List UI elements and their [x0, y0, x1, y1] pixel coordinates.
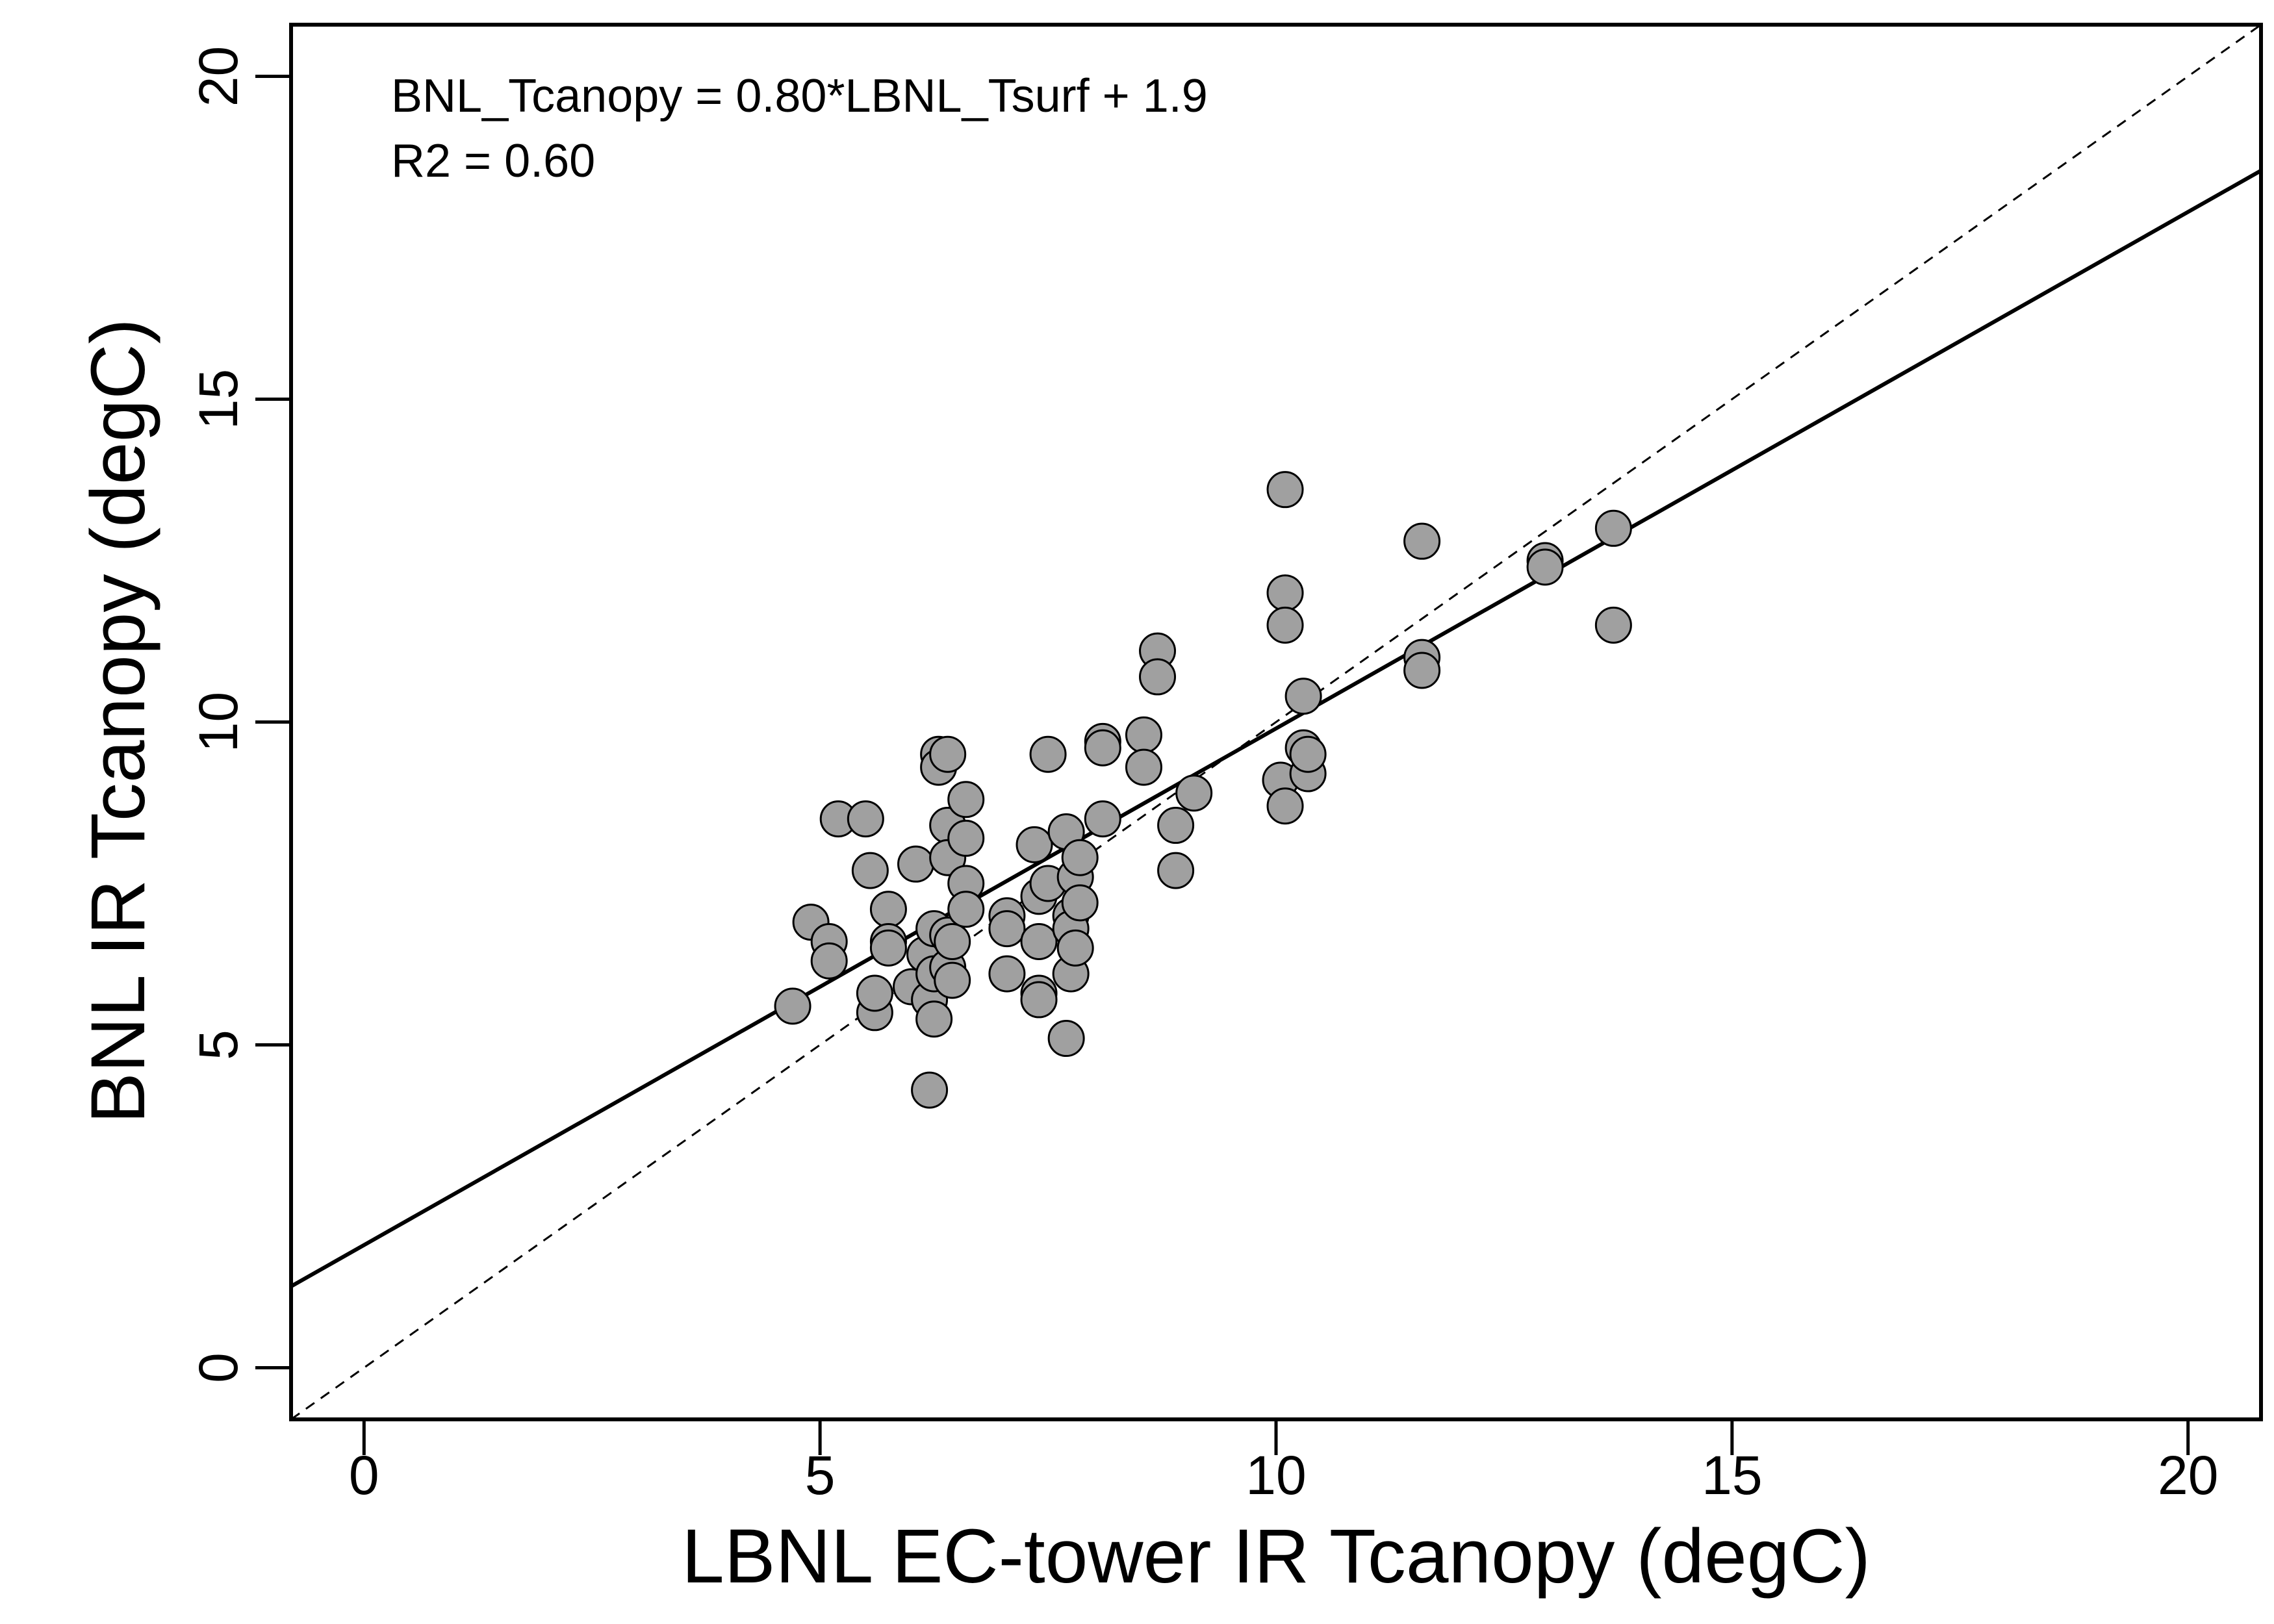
data-point: [810, 942, 848, 980]
data-point: [1594, 606, 1632, 644]
data-point: [1289, 735, 1327, 773]
data-point: [1061, 839, 1099, 876]
data-point: [934, 922, 971, 960]
fit-line-layer: [291, 169, 2261, 1288]
data-point: [1047, 1020, 1085, 1058]
data-point: [1266, 471, 1304, 509]
y-axis: 0 5 10 15 20: [188, 46, 291, 1383]
x-tick-label: 20: [2158, 1445, 2218, 1506]
data-points: [774, 471, 1632, 1109]
data-point: [947, 819, 985, 857]
annotation-r2: R2 = 0.60: [391, 135, 595, 187]
x-tick-label: 5: [805, 1445, 836, 1506]
data-point: [1056, 929, 1094, 967]
fit-line: [291, 169, 2261, 1288]
data-point: [1284, 678, 1322, 715]
data-point: [1020, 981, 1058, 1019]
y-tick-label: 0: [188, 1352, 249, 1383]
y-tick-label: 15: [188, 369, 249, 429]
data-point: [988, 910, 1026, 948]
data-point: [1526, 548, 1564, 586]
data-point: [915, 1000, 953, 1038]
data-point: [897, 845, 935, 883]
data-point: [1084, 729, 1121, 767]
data-point: [1125, 716, 1162, 754]
data-point: [1175, 774, 1213, 812]
data-point: [856, 974, 893, 1012]
data-point: [1594, 509, 1632, 547]
data-point: [988, 955, 1026, 993]
y-tick-label: 10: [188, 692, 249, 752]
data-point: [1403, 522, 1441, 560]
data-point: [1157, 807, 1195, 844]
data-point: [1266, 787, 1304, 825]
data-point: [1266, 574, 1304, 612]
data-point: [947, 891, 985, 928]
data-point: [847, 800, 884, 838]
data-point: [911, 1071, 949, 1109]
data-point: [934, 961, 971, 999]
data-point: [774, 987, 811, 1025]
data-point: [929, 735, 967, 773]
data-point: [869, 891, 907, 928]
annotation-equation: BNL_Tcanopy = 0.80*LBNL_Tsurf + 1.9: [391, 70, 1208, 122]
x-tick-label: 10: [1246, 1445, 1306, 1506]
data-point: [1157, 852, 1195, 889]
y-tick-label: 5: [188, 1030, 249, 1060]
data-point: [1016, 826, 1053, 863]
identity-line: [291, 25, 2261, 1419]
data-point: [851, 852, 889, 889]
identity-line-layer: [291, 25, 2261, 1419]
x-tick-label: 0: [349, 1445, 379, 1506]
data-point: [1266, 606, 1304, 644]
data-point: [1061, 884, 1099, 922]
data-point: [947, 781, 985, 818]
data-point: [1125, 748, 1162, 786]
x-axis-title: LBNL EC-tower IR Tcanopy (degC): [682, 1514, 1871, 1599]
data-point: [1029, 735, 1067, 773]
data-point: [1020, 922, 1058, 960]
data-point: [1084, 800, 1121, 838]
data-point: [1139, 658, 1177, 696]
data-point: [1403, 652, 1441, 689]
x-tick-label: 15: [1702, 1445, 1762, 1506]
x-axis: 0 5 10 15 20: [349, 1419, 2218, 1506]
y-axis-title: BNL IR Tcanopy (degC): [75, 318, 161, 1124]
y-tick-label: 20: [188, 46, 249, 107]
data-point: [869, 929, 907, 967]
